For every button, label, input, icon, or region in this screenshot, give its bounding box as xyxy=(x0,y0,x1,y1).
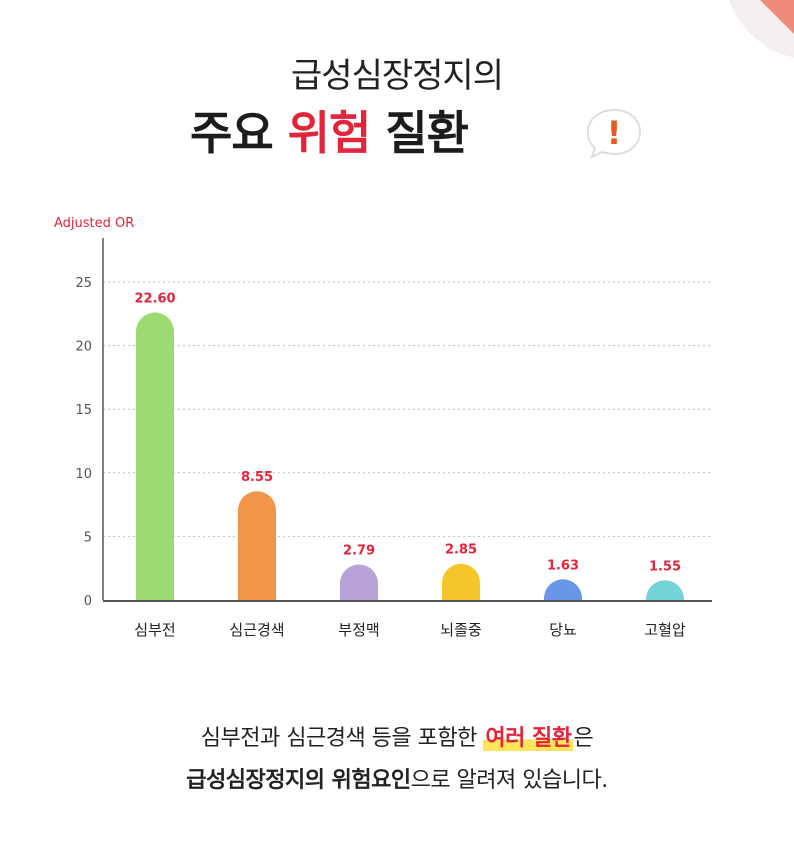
title-word-3: 질환 xyxy=(385,106,469,160)
y-tick-label: 0 xyxy=(84,594,92,609)
x-tick-label: 부정맥 xyxy=(338,621,379,639)
x-tick-label: 고혈압 xyxy=(644,621,686,639)
caption-rest: 으로 알려져 있습니다. xyxy=(410,768,609,793)
corner-decoration xyxy=(724,0,794,70)
y-tick-label: 20 xyxy=(75,340,92,355)
title-line-1: 급성심장정지의 xyxy=(291,56,504,96)
title-word-red: 위험 xyxy=(287,106,372,160)
value-label: 1.55 xyxy=(649,559,681,574)
title-line-2: 주요 위험 질환 xyxy=(190,102,469,164)
value-label: 2.85 xyxy=(445,543,477,558)
value-label: 8.55 xyxy=(241,470,273,485)
caption-highlight: 여러 질환 xyxy=(483,726,574,751)
y-tick-label: 15 xyxy=(75,403,92,418)
caption-bold: 급성심장정지의 위험요인 xyxy=(186,768,411,793)
bar xyxy=(136,312,174,600)
bar xyxy=(340,564,378,600)
bar xyxy=(646,580,684,600)
x-tick-label: 심근경색 xyxy=(229,621,284,639)
caption-line-2: 급성심장정지의 위험요인으로 알려져 있습니다. xyxy=(0,762,794,794)
caption-line-1: 심부전과 심근경색 등을 포함한 여러 질환은 xyxy=(0,720,794,752)
caption-prefix: 심부전과 심근경색 등을 포함한 xyxy=(200,726,484,751)
bar xyxy=(544,579,582,600)
value-label: 2.79 xyxy=(343,544,375,559)
caption-suffix: 은 xyxy=(573,726,594,751)
bar-chart: Adjusted OR 0 5 10 15 20 25 22.60 심부전 8.55 심근경색 2.7… xyxy=(54,216,712,639)
value-label: 22.60 xyxy=(134,292,175,307)
title-word-1: 주요 xyxy=(190,106,274,160)
x-tick-label: 당뇨 xyxy=(549,621,577,639)
x-tick-label: 뇌졸중 xyxy=(440,621,481,639)
y-tick-label: 10 xyxy=(75,467,92,482)
y-tick-label: 25 xyxy=(75,276,92,291)
y-tick-label: 5 xyxy=(84,530,92,545)
exclamation-bubble-icon: ! xyxy=(586,108,642,159)
y-axis-label: Adjusted OR xyxy=(54,216,134,231)
bubble-mark: ! xyxy=(607,114,622,152)
value-label: 1.63 xyxy=(547,558,579,573)
bar xyxy=(238,491,276,600)
bar xyxy=(442,563,480,600)
x-tick-label: 심부전 xyxy=(134,621,175,639)
